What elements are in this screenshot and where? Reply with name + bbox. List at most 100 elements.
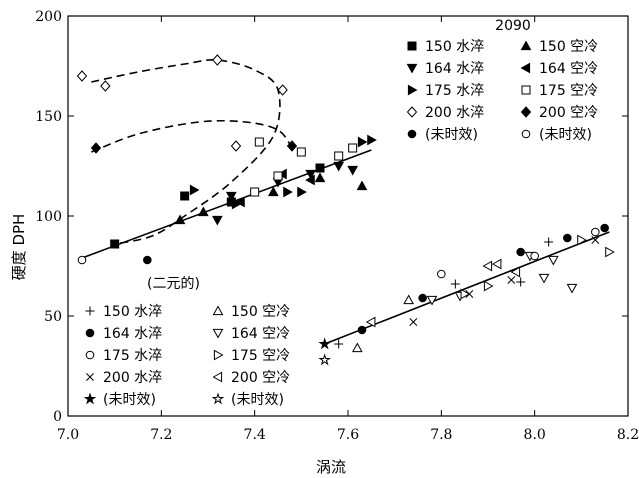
legend-binary: (二元的) 150 水淬 150 空冷 164 水淬 164 空冷 175 水淬 175 空… [83, 276, 290, 408]
legend-marker-cross [86, 373, 94, 381]
data-point-triangle-right-open [605, 246, 615, 258]
y-axis-ticks: 0 50 100 150 200 [35, 9, 628, 425]
data-point-triangle-down-filled [211, 215, 223, 226]
fit-line [81, 149, 372, 259]
legend-marker-star-open [211, 392, 225, 405]
legend-label: 200 空冷 [231, 370, 290, 386]
y-tick-label: 50 [44, 309, 62, 325]
legend-title: 2090 [495, 18, 531, 34]
x-axis-ticks: 7.0 7.2 7.4 7.6 7.8 8.0 8.2 [57, 16, 639, 443]
legend-label: 200 水淬 [103, 370, 162, 386]
legend-marker-plus [85, 306, 95, 316]
legend-label: 150 水淬 [425, 39, 484, 55]
legend-label: 164 空冷 [539, 61, 598, 77]
legend-2090: 2090 150 水淬 150 空冷 164 水淬 164 空冷 175 水淬 175 空冷… [406, 18, 598, 143]
data-point-square-open [348, 143, 358, 153]
legend-marker-circle-filled [407, 129, 417, 139]
dashed-trend-curve [91, 59, 281, 245]
data-point-star-filled [318, 337, 331, 350]
data-point-triangle-right-open [577, 234, 587, 246]
data-point-triangle-left-open [482, 260, 493, 272]
legend-label: 200 空冷 [539, 105, 598, 121]
legend-marker-diamond-open [406, 106, 418, 118]
data-point-square-filled [110, 239, 120, 249]
data-point-triangle-down-filled [305, 169, 317, 180]
y-tick-label: 200 [35, 9, 62, 25]
data-point-triangle-down-open [426, 295, 438, 306]
x-tick-label: 7.6 [337, 427, 359, 443]
legend-marker-triangle-up-filled [520, 40, 532, 51]
legend-label: 175 水淬 [103, 348, 162, 364]
y-tick-label: 0 [53, 409, 62, 425]
data-point-triangle-down-filled [347, 165, 359, 176]
data-point-triangle-down-open [566, 283, 578, 294]
legend-label: 175 水淬 [425, 83, 484, 99]
data-point-square-filled [180, 191, 190, 201]
data-point-triangle-right-filled [283, 186, 293, 198]
y-tick-label: 100 [35, 209, 62, 225]
data-point-square-open [334, 151, 344, 161]
data-point-square-open [273, 171, 283, 181]
data-point-circle-filled [357, 325, 367, 335]
legend-marker-triangle-right-filled [407, 84, 418, 96]
data-point-square-open [250, 187, 260, 197]
legend-marker-triangle-left-open [212, 371, 223, 383]
legend-marker-square-filled [407, 41, 417, 51]
data-point-triangle-down-open [538, 273, 550, 284]
data-point-square-open [254, 137, 264, 147]
x-tick-label: 7.4 [244, 427, 266, 443]
data-point-circle-open [437, 269, 446, 279]
legend-marker-triangle-down-open [212, 328, 224, 339]
y-tick-label: 150 [35, 109, 62, 125]
data-point-circle-filled [143, 255, 152, 265]
data-point-diamond-open [76, 70, 88, 82]
data-point-plus [334, 339, 344, 349]
legend-label: 164 水淬 [103, 326, 162, 342]
legend-marker-circle-open [521, 129, 531, 139]
data-point-diamond-open [230, 140, 242, 152]
data-point-circle-filled [600, 223, 609, 233]
data-point-triangle-right-filled [367, 134, 377, 146]
x-tick-label: 7.0 [57, 427, 79, 443]
legend-label: 175 空冷 [539, 83, 598, 99]
y-axis-title: 硬度 DPH [10, 214, 28, 281]
data-point-triangle-up-open [403, 294, 415, 305]
legend-label: 150 水淬 [103, 304, 162, 320]
data-point-triangle-up-open [351, 342, 363, 353]
data-point-triangle-right-filled [297, 186, 307, 198]
data-point-triangle-up-filled [267, 186, 279, 197]
data-point-square-open [296, 147, 306, 157]
x-tick-label: 7.2 [150, 427, 172, 443]
data-point-diamond-filled [286, 140, 298, 152]
data-point-triangle-down-open [547, 255, 559, 266]
data-point-cross [591, 236, 600, 244]
legend-label: 164 水淬 [425, 61, 484, 77]
data-point-cross [507, 276, 516, 284]
data-point-triangle-right-open [460, 288, 471, 300]
legend-marker-circle-open [85, 350, 95, 360]
legend-marker-circle-filled [85, 328, 95, 338]
data-points [76, 54, 615, 366]
data-point-cross [409, 318, 418, 326]
data-point-triangle-left-open [510, 266, 521, 278]
data-point-triangle-right-filled [357, 136, 368, 148]
data-point-diamond-open [277, 84, 288, 96]
data-point-triangle-up-filled [197, 206, 209, 217]
data-point-circle-open [77, 255, 87, 265]
data-point-circle-open [591, 227, 600, 237]
x-tick-label: 8.2 [617, 427, 639, 443]
legend-label: 150 空冷 [231, 304, 290, 320]
data-point-circle-filled [418, 293, 427, 303]
x-tick-label: 7.8 [430, 427, 452, 443]
legend-marker-square-open [521, 85, 531, 95]
legend-label: 200 水淬 [425, 105, 484, 121]
legend-marker-triangle-right-open [213, 349, 224, 361]
data-point-diamond-filled [90, 142, 102, 154]
legend-title: (二元的) [147, 276, 200, 292]
x-axis-title: 涡流 [316, 458, 346, 476]
data-point-cross [465, 290, 474, 298]
data-point-circle-filled [516, 247, 525, 257]
data-point-plus [516, 277, 526, 287]
data-point-triangle-left-open [365, 316, 376, 328]
